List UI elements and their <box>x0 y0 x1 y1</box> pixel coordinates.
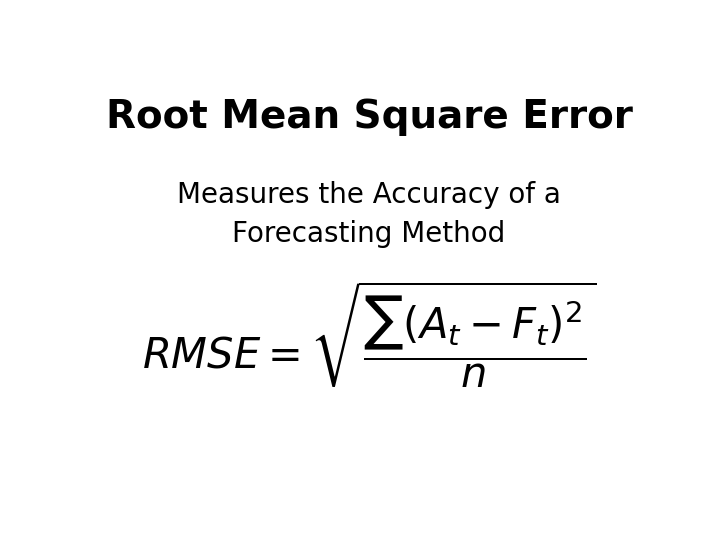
Text: $\mathit{RMSE} = \sqrt{\dfrac{\sum (A_t - F_t)^2}{n}}$: $\mathit{RMSE} = \sqrt{\dfrac{\sum (A_t … <box>142 280 596 390</box>
Text: Root Mean Square Error: Root Mean Square Error <box>106 98 632 136</box>
Text: Measures the Accuracy of a
Forecasting Method: Measures the Accuracy of a Forecasting M… <box>177 181 561 248</box>
